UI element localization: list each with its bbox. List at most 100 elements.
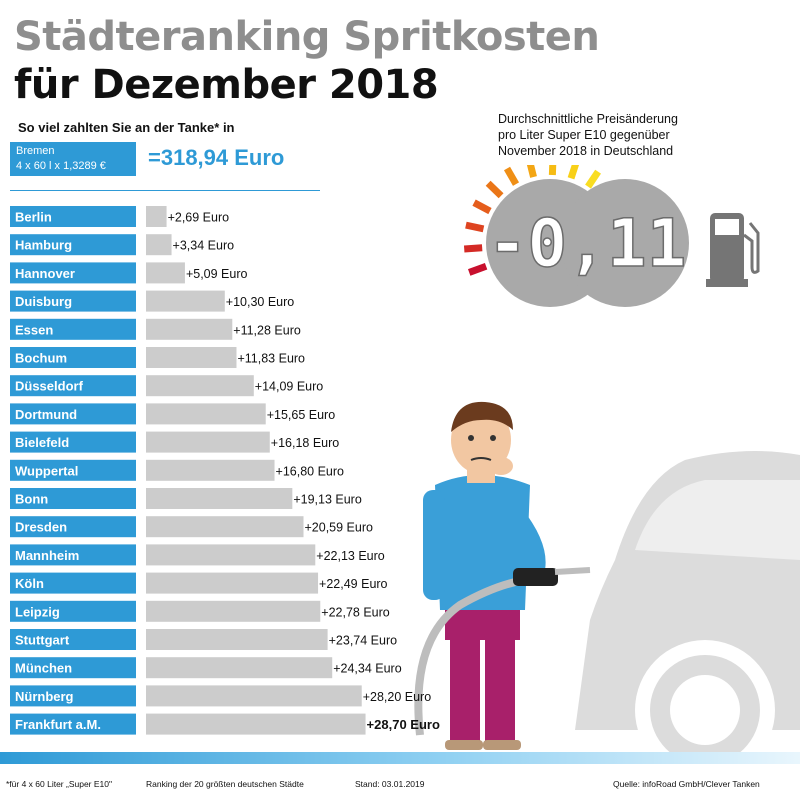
bar [146, 629, 328, 650]
city-label-box [10, 403, 136, 425]
city-ranking-chart: Berlin +2,69 Euro Hamburg +3,34 Euro Hannove… [10, 206, 440, 735]
price-change-caption: Durchschnittliche Preisänderung pro Lite… [498, 111, 758, 159]
bar-value-label: +15,65 Euro [267, 408, 336, 422]
bar [146, 234, 172, 256]
bar-value-label: +20,59 Euro [305, 521, 374, 535]
bar [146, 206, 167, 227]
caption-line: Durchschnittliche Preisänderung [498, 112, 678, 126]
city-label: Hannover [15, 266, 75, 281]
bar [146, 431, 270, 453]
subtitle: So viel zahlten Sie an der Tanke* in [18, 120, 235, 135]
footer-source: Quelle: infoRoad GmbH/Clever Tanken [613, 779, 760, 789]
city-label-box [10, 290, 136, 312]
bar [146, 685, 362, 707]
footer-ranking: Ranking der 20 größten deutschen Städte [146, 779, 304, 789]
bar [146, 516, 304, 538]
price-change-value: -0,11 [488, 205, 687, 282]
gauge-tick [485, 180, 504, 199]
gauge-tick [585, 169, 601, 189]
city-label: Wuppertal [15, 463, 78, 478]
city-label-box [10, 516, 136, 538]
footer-date: Stand: 03.01.2019 [355, 779, 425, 789]
bar-value-label: +11,83 Euro [237, 352, 305, 366]
city-label-box [10, 318, 136, 340]
bar-value-label: +14,09 Euro [255, 380, 324, 394]
display-circle-right [561, 179, 689, 307]
bar-value-label: +24,34 Euro [333, 662, 402, 676]
city-label-box [10, 262, 136, 284]
city-label-box [10, 347, 136, 368]
person [423, 401, 546, 750]
city-label: Köln [15, 576, 44, 591]
bar-value-label: +10,30 Euro [226, 295, 295, 309]
city-label: Stuttgart [15, 633, 70, 648]
bar-value-label: +22,49 Euro [319, 577, 388, 591]
page-title-date: für Dezember 2018 [14, 62, 439, 108]
city-label: Hamburg [15, 238, 72, 253]
gauge-tick [467, 262, 488, 276]
gauge-arc [463, 165, 601, 276]
bottom-stripe [0, 752, 800, 764]
city-label-box [10, 600, 136, 622]
bar-value-label: +3,34 Euro [173, 239, 235, 253]
city-label: Bochum [15, 351, 67, 366]
divider [10, 190, 320, 191]
bar-value-label: +16,18 Euro [271, 436, 340, 450]
gauge-tick [463, 244, 483, 253]
city-label: Frankfurt a.M. [15, 717, 101, 732]
bar-value-label: +23,74 Euro [329, 634, 398, 648]
bar [146, 262, 185, 284]
city-label-box [10, 544, 136, 566]
gauge-tick [472, 199, 492, 215]
fuel-pump-icon [706, 213, 760, 287]
city-label-box [10, 459, 136, 481]
city-label-box [10, 713, 136, 735]
gauge-tick [503, 166, 520, 186]
city-label-box [10, 375, 136, 397]
city-label: Berlin [15, 210, 52, 225]
bar-value-label: +19,13 Euro [293, 493, 362, 507]
caption-line: pro Liter Super E10 gegenüber [498, 128, 670, 142]
bar [146, 459, 275, 481]
bremen-formula: 4 x 60 l x 1,3289 € [16, 160, 106, 172]
gauge-tick [548, 165, 557, 176]
city-label: Dresden [15, 520, 67, 535]
bar-value-label: +5,09 Euro [186, 267, 248, 281]
bar [146, 488, 293, 509]
illustration [414, 401, 800, 755]
bar-value-label: +28,20 Euro [363, 690, 432, 704]
gauge-tick [526, 165, 537, 178]
footer-note: *für 4 x 60 Liter „Super E10" [6, 779, 113, 789]
city-label: Leipzig [15, 604, 60, 619]
city-label-box [10, 234, 136, 256]
bar [146, 347, 237, 368]
city-label-box [10, 431, 136, 453]
bar-value-label: +11,28 Euro [233, 323, 301, 337]
city-label-box [10, 572, 136, 594]
city-label: Bielefeld [15, 435, 69, 450]
bar-value-label: +16,80 Euro [276, 464, 345, 478]
bar [146, 290, 225, 312]
city-label-box [10, 206, 136, 227]
bar [146, 375, 254, 397]
bar [146, 657, 333, 679]
city-label: Bonn [15, 492, 48, 507]
city-label-box [10, 629, 136, 650]
bar [146, 318, 233, 340]
bar [146, 713, 366, 735]
city-label: Mannheim [15, 548, 79, 563]
bar-value-label: +22,13 Euro [316, 549, 385, 563]
bar [146, 600, 321, 622]
fuel-nozzle-icon [414, 567, 591, 736]
city-label-box [10, 657, 136, 679]
bar [146, 572, 319, 594]
city-label: Duisburg [15, 294, 72, 309]
car-silhouette [575, 451, 800, 755]
bremen-label-box: Bremen 4 x 60 l x 1,3289 € [10, 142, 136, 176]
city-label: Dortmund [15, 407, 77, 422]
city-label: Essen [15, 322, 53, 337]
bar [146, 544, 316, 566]
bar-value-label: +22,78 Euro [321, 605, 390, 619]
bar-value-label: +2,69 Euro [168, 211, 230, 225]
gauge-tick [465, 221, 485, 233]
